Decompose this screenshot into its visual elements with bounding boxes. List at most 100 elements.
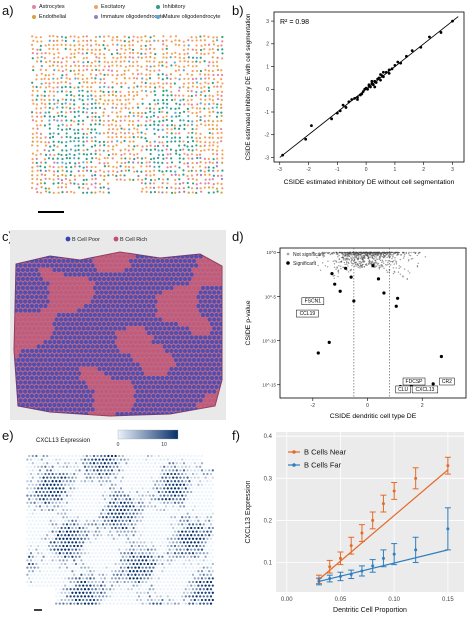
expression-spot: [146, 462, 150, 465]
tissue-spot: [212, 326, 217, 331]
tissue-spot: [25, 384, 30, 390]
cell-point: [157, 135, 161, 138]
tissue-spot: [77, 389, 82, 394]
cell-point: [30, 186, 34, 189]
cell-point: [179, 60, 182, 63]
cell-point: [107, 124, 110, 127]
expression-spot: [28, 505, 31, 508]
cell-point: [140, 165, 143, 168]
cell-point: [166, 111, 169, 114]
tissue-spot: [198, 380, 203, 385]
legend-item: Mature oligodendrocyte: [156, 14, 220, 20]
expression-spot: [125, 469, 128, 472]
tissue-spot: [115, 276, 120, 282]
cell-point: [112, 170, 115, 173]
cell-point: [40, 82, 43, 85]
tissue-spot: [162, 335, 167, 340]
cell-point: [111, 99, 114, 102]
tissue-spot: [27, 290, 32, 295]
cell-point: [203, 35, 206, 38]
tissue-spot: [117, 326, 122, 331]
cell-point: [119, 115, 123, 118]
tissue-spot: [200, 267, 206, 273]
tissue-spot: [70, 348, 75, 354]
tissue-spot: [29, 348, 35, 354]
tissue-spot: [27, 344, 32, 349]
tissue-spot: [151, 321, 156, 327]
tissue-spot: [104, 263, 109, 268]
tissue-spot: [155, 267, 161, 273]
cell-point: [212, 166, 215, 169]
expression-spot: [164, 469, 168, 472]
tissue-spot: [63, 344, 68, 349]
cell-point: [31, 115, 34, 118]
tissue-spot: [61, 357, 66, 363]
cell-point: [175, 115, 178, 118]
cell-point: [211, 120, 215, 123]
tissue-spot: [43, 258, 48, 264]
expression-spot: [148, 458, 151, 461]
tissue-spot: [122, 398, 127, 403]
cell-point: [77, 77, 80, 80]
gene-label-box: [439, 377, 455, 386]
cell-point: [57, 140, 60, 143]
cell-point: [183, 127, 186, 131]
cell-point: [65, 56, 68, 59]
nonsignificant-point: [349, 252, 351, 255]
tissue-spot: [108, 389, 113, 394]
cell-point: [111, 86, 114, 89]
cell-point: [170, 94, 173, 97]
expression-spot: [65, 458, 69, 461]
cell-point: [153, 190, 157, 194]
expression-spot: [116, 494, 119, 497]
cell-point: [61, 69, 64, 73]
tissue-spot: [191, 366, 197, 372]
tissue-spot: [218, 267, 222, 273]
expression-spot: [184, 494, 187, 497]
tissue-spot: [196, 294, 201, 300]
tissue-spot: [126, 299, 131, 304]
tissue-spot: [20, 330, 26, 336]
cell-point: [120, 141, 123, 144]
tissue-spot: [218, 330, 222, 336]
expression-spot: [146, 505, 150, 508]
tissue-spot: [108, 317, 113, 322]
expression-spot: [137, 501, 141, 504]
tissue-spot: [63, 353, 68, 358]
tissue-spot: [178, 339, 183, 345]
cell-point: [35, 60, 39, 63]
cell-point: [195, 81, 199, 84]
expression-spot: [159, 494, 162, 497]
cell-point: [82, 149, 85, 152]
cell-point: [31, 136, 34, 139]
cell-point: [52, 86, 55, 89]
nonsignificant-point: [355, 256, 358, 259]
tissue-spot: [81, 353, 86, 358]
nonsignificant-point: [375, 258, 378, 260]
cell-point: [140, 44, 143, 47]
cell-point: [123, 60, 126, 63]
tissue-spot: [133, 411, 138, 416]
cell-point: [61, 114, 64, 117]
expression-spot: [40, 508, 43, 512]
nonsignificant-point: [379, 259, 382, 262]
cell-point: [136, 51, 139, 55]
tissue-spot: [92, 312, 98, 318]
tissue-spot: [79, 276, 84, 282]
tissue-spot: [135, 353, 140, 358]
expression-spot: [141, 480, 144, 483]
nonsignificant-point: [399, 258, 401, 261]
cell-point: [120, 73, 123, 76]
cell-point: [40, 161, 43, 164]
cell-point: [190, 103, 193, 106]
cell-point: [74, 162, 77, 165]
tissue-spot: [16, 267, 21, 273]
tissue-spot: [54, 344, 59, 349]
expression-spot: [195, 472, 198, 476]
tissue-spot: [70, 312, 75, 318]
cell-point: [199, 132, 202, 135]
cell-point: [190, 169, 193, 172]
tissue-spot: [77, 299, 82, 304]
cell-point: [43, 115, 46, 118]
cell-point: [53, 161, 56, 164]
